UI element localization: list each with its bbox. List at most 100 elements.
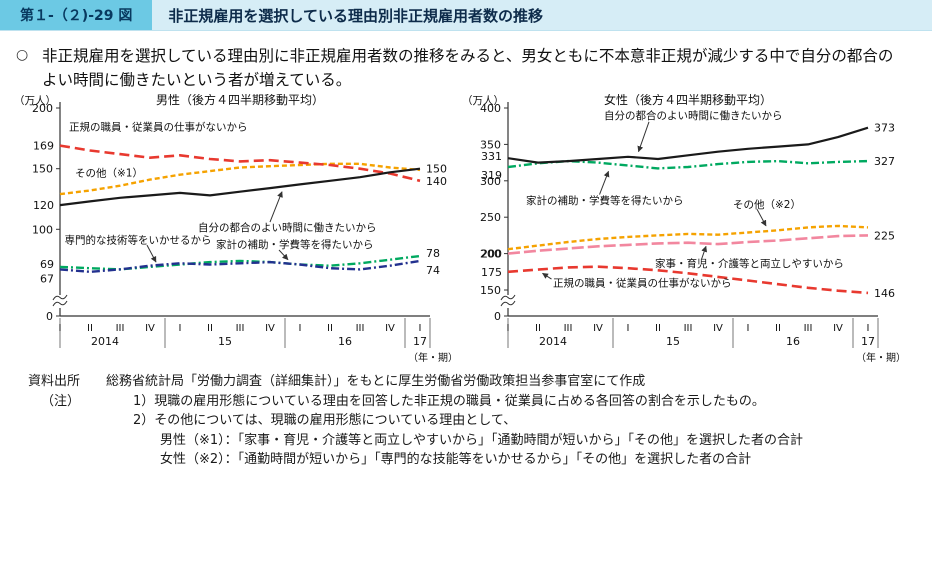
source-and-notes: 資料出所 総務省統計局「労働力調査（詳細集計）」をもとに厚生労働省労働政策担当参… [28,372,932,470]
series-start-value: 120 [33,199,54,212]
series-line-2 [507,265,869,295]
axis-note: （年・期） [408,351,458,364]
series-annotation: 家計の補助・学費等を得たいから [526,194,684,207]
quarter-label: III [116,323,125,334]
quarter-label: I [507,323,510,334]
series-end-value: 373 [874,122,895,135]
series-line-0 [507,234,869,255]
source-row: 資料出所 総務省統計局「労働力調査（詳細集計）」をもとに厚生労働省労働政策担当参… [28,372,932,392]
quarter-label: IV [833,323,843,334]
axis-break-icon [500,294,516,301]
y-tick-label: 350 [480,138,501,151]
axis-break-icon [52,294,68,301]
note-line: 男性（※1）：「家事・育児・介護等と両立しやすいから」「通勤時間が短いから」「そ… [160,432,804,448]
axis-note: （年・期） [856,351,906,364]
figure-header: 第１-（２)-29 図 非正規雇用を選択している理由別非正規雇用者数の推移 [0,0,932,31]
notes-row: （注） 1）現職の雇用形態についている理由を回答した非正規の職員・従業員に占める… [28,392,932,470]
annotation-arrow [542,272,552,280]
figure-title: 非正規雇用を選択している理由別非正規雇用者数の推移 [168,6,543,25]
year-label: 16 [338,335,352,348]
quarter-label: IV [145,323,155,334]
series-end-value: 74 [426,264,440,277]
series-start-value: 67 [40,272,54,285]
axis-unit-label: （万人） [464,95,504,107]
quarter-label: II [655,323,661,334]
y-tick-label: 100 [32,223,53,236]
year-label: 2014 [91,335,119,348]
annotation-arrow [146,244,157,263]
quarter-label: III [684,323,693,334]
quarter-label: IV [385,323,395,334]
chart-female: 女性（後方４四半期移動平均） （万人） 400 350 300 250 200 150 0 I II… [462,92,912,366]
quarter-label: II [207,323,213,334]
series-line-0 [59,162,421,196]
series-line-1 [59,144,421,183]
summary-text: 非正規雇用を選択している理由別に非正規雇用者数の推移をみると、男女ともに不本意非… [42,47,894,90]
series-start-value: 331 [481,150,502,163]
series-annotation: その他（※1） [75,167,143,180]
series-annotation: 家計の補助・学費等を得たいから [216,238,374,251]
y-tick-label: 200 [32,102,53,115]
quarter-label: I [59,323,62,334]
chart-male: 男性（後方４四半期移動平均） （万人） 200 150 100 0 I II III IV I II I… [14,92,464,366]
year-label: 15 [218,335,232,348]
series-line-4 [507,126,869,164]
year-label: 15 [666,335,680,348]
quarter-label: I [747,323,750,334]
series-end-value: 327 [874,155,895,168]
note-label: （注） [40,393,80,409]
y-tick-label: 200 [480,248,501,261]
series-line-3 [59,259,421,274]
quarter-label: I [419,323,422,334]
quarter-label: III [804,323,813,334]
annotation-arrow [278,249,289,261]
y-tick-label: 150 [480,284,501,297]
year-label: 2014 [539,335,567,348]
y-tick-label: 150 [32,163,53,176]
y-tick-label: 400 [480,102,501,115]
series-end-value: 146 [874,287,895,300]
circle-bullet-icon: ○ [16,47,29,63]
annotation-arrow [756,208,767,227]
y-tick-label: 0 [494,310,501,323]
quarter-label: IV [265,323,275,334]
quarter-label: III [356,323,365,334]
series-annotation: 自分の都合のよい時間に働きたいから [198,221,377,234]
y-tick-label: 250 [480,211,501,224]
notes-list: 1）現職の雇用形態についている理由を回答した非正規の職員・従業員に占める各回答の… [106,392,932,470]
quarter-label: II [87,323,93,334]
quarter-label: I [299,323,302,334]
series-annotation: 自分の都合のよい時間に働きたいから [604,109,783,122]
annotation-arrow [701,245,708,260]
series-annotation: 正規の職員・従業員の仕事がないから [553,276,732,289]
annotation-arrow [637,121,650,153]
charts-row: 男性（後方４四半期移動平均） （万人） 200 150 100 0 I II III IV I II I… [14,92,932,366]
quarter-label: II [535,323,541,334]
year-label: 16 [786,335,800,348]
chart-title: 女性（後方４四半期移動平均） [604,94,772,107]
source-label: 資料出所 [28,374,81,390]
series-end-value: 140 [426,175,447,188]
summary-paragraph: ○ 非正規雇用を選択している理由別に非正規雇用者数の推移をみると、男女ともに不本… [14,44,906,92]
figure-number: 第１-（２)-29 図 [0,0,153,30]
annotation-arrow [269,191,283,223]
series-start-value: 169 [33,140,54,153]
quarter-label: I [867,323,870,334]
quarter-label: III [564,323,573,334]
series-end-value: 150 [426,163,447,176]
annotation-arrow [599,170,610,195]
quarter-label: IV [593,323,603,334]
quarter-label: III [236,323,245,334]
quarter-label: IV [713,323,723,334]
y-tick-label: 0 [46,310,53,323]
series-start-value: 69 [40,258,54,271]
series-annotation: その他（※2） [733,198,801,211]
year-label: 17 [861,335,875,348]
axis-unit-label: （万人） [16,95,56,107]
axis-break-icon [500,300,516,307]
axis-break-icon [52,300,68,307]
series-end-value: 78 [426,247,440,260]
series-annotation: 家事・育児・介護等と両立しやすいから [655,257,844,270]
